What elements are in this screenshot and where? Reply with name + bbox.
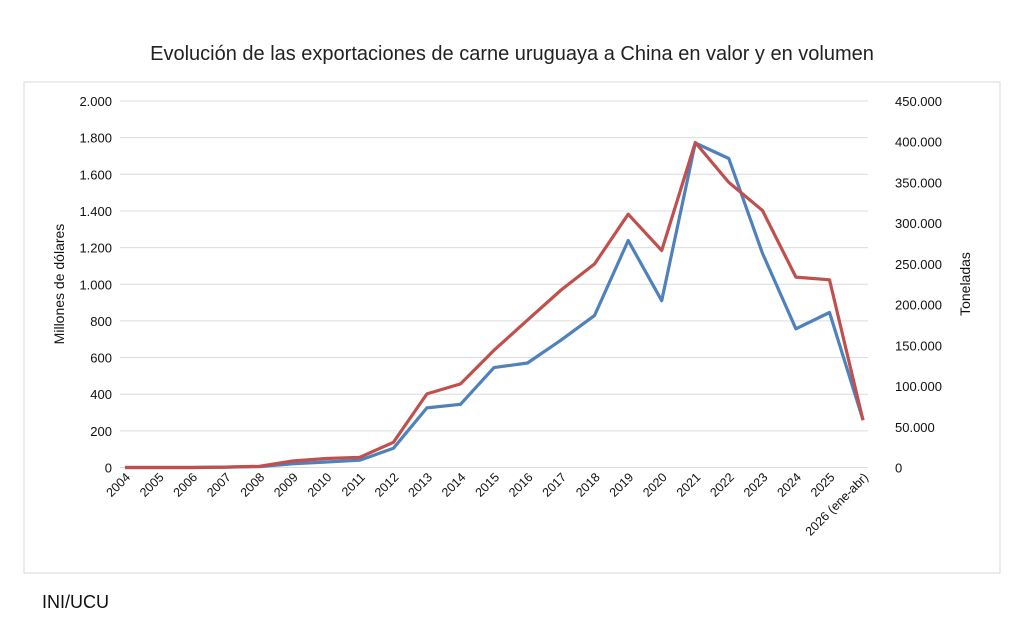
y-tick-label: 200 xyxy=(90,424,112,439)
y-tick-label: 600 xyxy=(90,351,112,366)
y-tick-label: 1.200 xyxy=(79,241,112,256)
y2-tick-label: 450.000 xyxy=(895,94,942,109)
x-tick-label: 2023 xyxy=(741,470,771,500)
x-tick-label: 2007 xyxy=(204,470,234,500)
y2-tick-label: 400.000 xyxy=(895,135,942,150)
x-tick-label: 2013 xyxy=(405,470,435,500)
x-tick-label: 2006 xyxy=(171,470,201,500)
y2-tick-label: 200.000 xyxy=(895,298,942,313)
x-tick-label: 2018 xyxy=(573,470,603,500)
y-tick-label: 1.600 xyxy=(79,167,112,182)
y2-tick-label: 100.000 xyxy=(895,379,942,394)
x-tick-label: 2017 xyxy=(540,470,570,500)
y-tick-label: 2.000 xyxy=(79,94,112,109)
x-tick-label: 2005 xyxy=(137,470,167,500)
y-tick-label: 800 xyxy=(90,314,112,329)
y2-tick-label: 350.000 xyxy=(895,175,942,190)
series-line-millones xyxy=(125,141,865,470)
series-line-toneladas xyxy=(125,140,865,470)
x-tick-label: 2009 xyxy=(271,470,301,500)
x-tick-label: 2021 xyxy=(674,470,704,500)
chart-title: Evolución de las exportaciones de carne … xyxy=(150,43,874,65)
x-tick-label: 2020 xyxy=(640,470,670,500)
x-tick-label: 2015 xyxy=(473,470,503,500)
y-tick-label: 400 xyxy=(90,387,112,402)
x-tick-label: 2024 xyxy=(774,470,804,500)
y-tick-label: 1.400 xyxy=(79,204,112,219)
x-tick-label: 2012 xyxy=(372,470,402,500)
y2-tick-label: 250.000 xyxy=(895,257,942,272)
chart-border xyxy=(23,81,1001,574)
y-tick-label: 0 xyxy=(105,461,112,476)
y2-tick-label: 150.000 xyxy=(895,338,942,353)
y-tick-label: 1.800 xyxy=(79,131,112,146)
x-tick-label: 2019 xyxy=(607,470,637,500)
y2-tick-label: 50.000 xyxy=(895,420,935,435)
x-tick-label: 2008 xyxy=(238,470,268,500)
x-tick-label: 2025 xyxy=(808,470,838,500)
source-label: INI/UCU xyxy=(42,592,109,612)
x-tick-label: 2010 xyxy=(305,470,335,500)
y-tick-label: 1.000 xyxy=(79,277,112,292)
y2-tick-label: 300.000 xyxy=(895,216,942,231)
y-axis-label: Millones de dólares xyxy=(51,224,67,345)
x-tick-label: 2022 xyxy=(707,470,737,500)
y2-axis-label: Toneladas xyxy=(957,252,973,316)
x-tick-label: 2014 xyxy=(439,470,469,500)
x-tick-label: 2016 xyxy=(506,470,536,500)
x-tick-label: 2011 xyxy=(339,470,368,499)
y2-tick-label: 0 xyxy=(895,461,902,476)
